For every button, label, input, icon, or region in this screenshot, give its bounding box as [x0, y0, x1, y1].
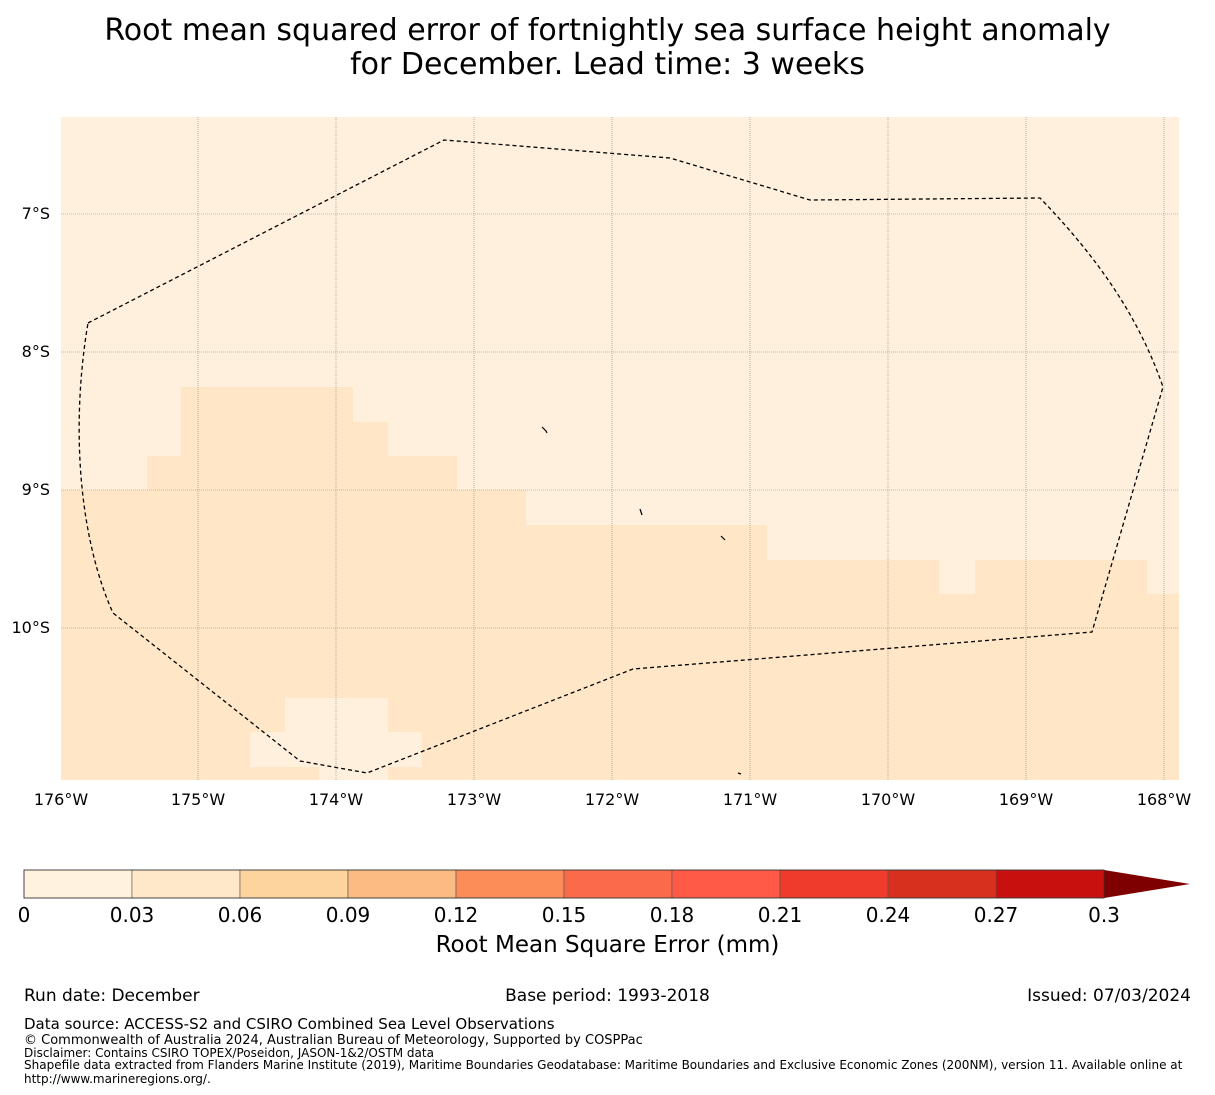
eez-boundary [78, 139, 1164, 774]
colorbar-tick-0.21: 0.21 [757, 903, 803, 927]
colorbar-segment-6 [671, 869, 781, 899]
island-3 [720, 535, 726, 541]
lon-label-171w: 171°W [722, 790, 778, 809]
colorbar-tick-0.12: 0.12 [433, 903, 479, 927]
colorbar-label: Root Mean Square Error (mm) [435, 932, 780, 958]
chart-title: Root mean squared error of fortnightly s… [0, 14, 1215, 82]
lon-label-174w: 174°W [308, 790, 364, 809]
run-date: Run date: December [24, 986, 200, 1006]
lon-label-170w: 170°W [860, 790, 916, 809]
lon-label-175w: 175°W [170, 790, 226, 809]
lat-label-7s: 7°S [21, 204, 50, 223]
lon-label-168w: 168°W [1136, 790, 1192, 809]
lat-label-10s: 10°S [11, 618, 50, 637]
colorbar-segment-9 [995, 869, 1105, 899]
graticule [61, 117, 1179, 780]
shapefile-credit-line2: http://www.marineregions.org/. [24, 1072, 211, 1086]
colorbar-segment-2 [239, 869, 349, 899]
colorbar-segment-3 [347, 869, 457, 899]
chart-title-line2: for December. Lead time: 3 weeks [350, 47, 865, 82]
colorbar-segment-7 [779, 869, 889, 899]
lon-label-176w: 176°W [33, 790, 89, 809]
lat-label-8s: 8°S [21, 342, 50, 361]
colorbar-segment-5 [563, 869, 673, 899]
lon-label-173w: 173°W [446, 790, 502, 809]
base-period: Base period: 1993-2018 [505, 986, 710, 1006]
lat-label-9s: 9°S [21, 480, 50, 499]
colorbar-tick-0.27: 0.27 [973, 903, 1019, 927]
colorbar-segment-0 [23, 869, 133, 899]
copyright: © Commonwealth of Australia 2024, Austra… [24, 1033, 643, 1048]
colorbar-tick-0.15: 0.15 [541, 903, 587, 927]
shapefile-credit-line1: Shapefile data extracted from Flanders M… [24, 1058, 1183, 1072]
colorbar-segment-1 [131, 869, 241, 899]
colorbar-segment-4 [455, 869, 565, 899]
colorbar-extend-arrow [1104, 870, 1190, 898]
colorbar-tick-0.09: 0.09 [325, 903, 371, 927]
colorbar-segment-8 [887, 869, 997, 899]
colorbar-outline [23, 869, 1105, 899]
island-2 [639, 508, 643, 516]
disclaimer: Disclaimer: Contains CSIRO TOPEX/Poseido… [24, 1046, 434, 1060]
lon-label-169w: 169°W [998, 790, 1054, 809]
islands [541, 426, 742, 775]
colorbar-tick-0.24: 0.24 [865, 903, 911, 927]
data-source: Data source: ACCESS-S2 and CSIRO Combine… [24, 1015, 555, 1033]
colorbar-tick-0.18: 0.18 [649, 903, 695, 927]
colorbar-tick-0.06: 0.06 [217, 903, 263, 927]
island-1 [541, 426, 548, 434]
rmse-region-0.03-0.06 [61, 387, 1179, 780]
colorbar [23, 869, 1190, 899]
island-4 [737, 772, 742, 775]
colorbar-tick-0.3: 0.3 [1088, 903, 1120, 927]
chart-title-line1: Root mean squared error of fortnightly s… [104, 13, 1111, 48]
issued-date: Issued: 07/03/2024 [1027, 986, 1191, 1006]
colorbar-tick-0: 0 [17, 903, 31, 927]
lon-label-172w: 172°W [584, 790, 640, 809]
colorbar-tick-0.03: 0.03 [109, 903, 155, 927]
